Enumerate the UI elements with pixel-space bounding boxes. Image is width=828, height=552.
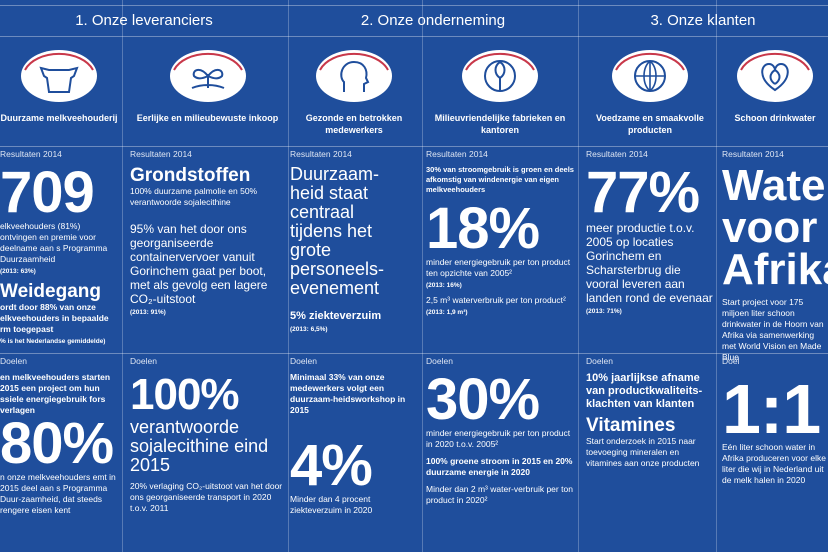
top-rule [0,5,828,6]
icon-person [316,50,392,102]
text: 100% groene stroom in 2015 en 20% duurza… [426,456,573,477]
column: Voedzame en smaakvolle producten Resulta… [586,40,714,552]
results-label: Resultaten 2014 [0,149,62,159]
goals-label: Doelen [426,356,453,366]
note: % is het Nederlandse gemiddelde) [0,338,106,345]
heading: Water voor Afrika [722,161,828,294]
icon-globe [612,50,688,102]
text: 100% duurzame palmolie en 50% verantwoor… [130,186,258,207]
results-rule [0,146,828,147]
text: 95% van het door ons georganiseerde cont… [130,222,268,306]
note: (2013: 63%) [0,268,36,275]
big-figure: 30% [426,367,540,432]
column-divider [422,0,423,552]
big-figure: 1:1 [722,370,821,448]
text: Minder dan 4 procent ziekteverzuim in 20… [290,494,373,515]
goals-label: Doelen [290,356,317,366]
section-title: 3. Onze klanten [650,12,756,29]
header-rule [0,36,828,37]
big-figure: 709 [0,160,95,225]
big-figure: 80% [0,411,114,476]
column: Duurzame melkveehouderij Resultaten 2014… [0,40,118,552]
results-label: Resultaten 2014 [290,149,352,159]
text: verantwoorde sojalecithine eind 2015 [130,417,269,475]
text: elkveehouders (81%) ontvingen en premie … [0,221,108,264]
text: 2,5 m³ waterverbruik per ton product² [426,295,566,305]
text: Duurzaam-heid staat centraal tijdens het… [290,164,385,298]
text: en melkveehouders starten 2015 een proje… [0,372,111,415]
text: Eén liter schoon water in Afrika produce… [722,442,826,485]
text: 30% van stroomgebruik is groen en deels … [426,165,574,194]
big-figure: 18% [426,196,540,261]
column-divider [716,0,717,552]
section-title: 2. Onze onderneming [360,12,506,29]
results-label: Resultaten 2014 [426,149,488,159]
big-figure: 77% [586,160,700,225]
icon-cow [21,50,97,102]
text: Minimaal 33% van onze medewerkers volgt … [290,372,406,415]
results-label: Resultaten 2014 [722,149,784,159]
text: Start onderzoek in 2015 naar toevoeging … [586,436,700,468]
big-figure: 100% [130,370,240,419]
column: Schoon drinkwater Resultaten 2014 Water … [722,40,828,552]
results-label: Resultaten 2014 [130,149,192,159]
column: Eerlijke en milieubewuste inkoop Resulta… [130,40,285,552]
icon-plant [169,50,246,102]
text: 20% verlaging CO₂-uitstoot van het door … [130,481,283,513]
section-title: 1. Onze leveranciers [75,12,213,29]
column: Milieuvriendelijke fabrieken en kantoren… [426,40,574,552]
goals-label: Doelen [586,356,613,366]
goals-label: Doel [722,356,740,366]
heading: 5% ziekteverzuim [290,310,382,322]
results-label: Resultaten 2014 [586,149,648,159]
text: minder energiegebruik per ton product te… [426,257,571,278]
heading: Vitamines [586,415,676,436]
note: (2013: 16%) [426,282,462,289]
column-title: Eerlijke en milieubewuste inkoop [136,113,279,123]
heading: Weidegang [0,281,101,302]
text: 10% jaarlijkse afname van productkwalite… [586,372,703,410]
icon-drop-heart [737,50,813,102]
text: ordt door 88% van onze elkveehouders in … [0,302,109,334]
icon-leaf [462,50,538,102]
column-divider [578,0,579,552]
goals-label: Doelen [0,356,27,366]
text: n onze melkveehouders emt in 2015 deel a… [0,472,116,515]
text: minder energiegebruik per ton product in… [426,428,571,449]
column: Gezonde en betrokken medewerkers Resulta… [290,40,418,552]
heading: Grondstoffen [130,165,251,186]
goals-rule [0,353,828,354]
text: meer productie t.o.v. 2005 op locaties G… [586,221,713,305]
column-title: Milieuvriendelijke fabrieken en kantoren [434,113,566,135]
column-title: Schoon drinkwater [734,113,816,123]
note: (2013: 6,5%) [290,326,328,333]
text: Start project voor 175 miljoen liter sch… [722,297,824,362]
column-title: Voedzame en smaakvolle producten [596,113,704,135]
note: (2013: 1,9 m³) [426,309,468,316]
column-title: Duurzame melkveehouderij [0,113,118,123]
note: (2013: 71%) [586,308,622,315]
column-divider [288,0,289,552]
column-title: Gezonde en betrokken medewerkers [305,113,403,135]
big-figure: 4% [290,433,373,498]
text: Minder dan 2 m³ water-verbruik per ton p… [426,484,573,505]
note: (2013: 91%) [130,309,166,316]
goals-label: Doelen [130,356,157,366]
column-divider [122,0,123,552]
